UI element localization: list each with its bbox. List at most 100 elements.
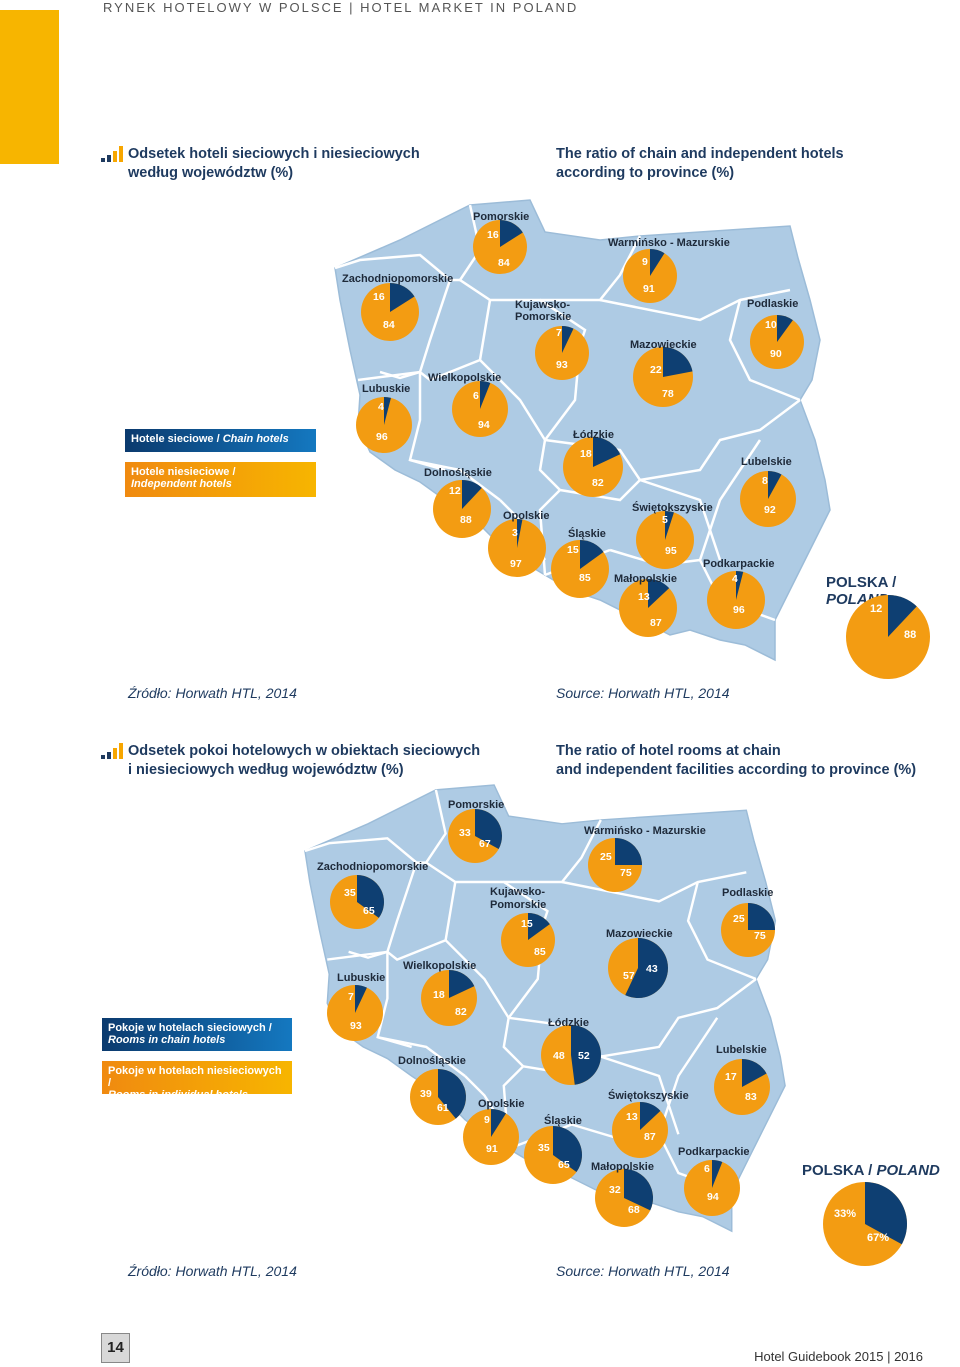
pie-slice-chain bbox=[768, 471, 782, 499]
independent-value-label: 91 bbox=[643, 283, 655, 295]
chain-value-label: 17 bbox=[725, 1071, 737, 1083]
independent-value-label: 61 bbox=[437, 1102, 449, 1114]
pie-slice-chain bbox=[580, 540, 604, 569]
independent-value-label: 96 bbox=[376, 431, 388, 443]
province-name: Świętokszyskie bbox=[608, 1089, 689, 1102]
independent-value-label: 94 bbox=[478, 419, 490, 431]
independent-value-label: 85 bbox=[579, 572, 591, 584]
independent-value-label: 84 bbox=[383, 319, 395, 331]
province-name: Opolskie bbox=[478, 1098, 524, 1110]
pie-rooms-11: Opolskie 9 91 bbox=[463, 1098, 524, 1165]
independent-value-label: 82 bbox=[455, 1006, 467, 1018]
pie-rooms-8: Łódzkie 48 52 bbox=[541, 1017, 602, 1085]
poland-label-2: POLSKA / POLAND bbox=[802, 1162, 940, 1179]
province-name: Pomorskie bbox=[448, 799, 504, 811]
independent-value-label: 75 bbox=[620, 867, 632, 879]
province-name: Mazowieckie bbox=[630, 339, 697, 351]
independent-value-label: 84 bbox=[498, 257, 510, 269]
province-name: Warmińsko - Mazurskie bbox=[608, 237, 730, 249]
pie-slice-chain bbox=[742, 1059, 767, 1087]
pie-rooms-7: Wielkopolskie 18 82 bbox=[403, 960, 477, 1026]
province-border bbox=[444, 939, 510, 1019]
independent-value-label: 93 bbox=[556, 359, 568, 371]
pie-slice-chain bbox=[625, 938, 668, 999]
pie-rooms-12: Śląskie 35 65 bbox=[524, 1114, 582, 1184]
province-name: Zachodniopomorskie bbox=[342, 273, 453, 285]
pie-rooms-1: Warmińsko - Mazurskie 25 75 bbox=[584, 825, 706, 892]
independent-value-label: 65 bbox=[363, 905, 375, 917]
province-name: Kujawsko- bbox=[515, 299, 570, 311]
chain-value-label: 15 bbox=[521, 918, 533, 930]
independent-value-label: 67 bbox=[479, 838, 491, 850]
section1-source-en: Source: Horwath HTL, 2014 bbox=[556, 685, 730, 701]
province-name: Łódzkie bbox=[548, 1017, 589, 1029]
pie-rooms-2: Zachodniopomorskie 35 65 bbox=[317, 861, 428, 929]
pie-slice-chain bbox=[650, 249, 665, 276]
province-border bbox=[540, 235, 642, 302]
pie-slice-chain bbox=[593, 437, 621, 467]
chain-value-label: 7 bbox=[348, 991, 354, 1003]
province-border bbox=[600, 1055, 680, 1135]
province-border bbox=[599, 288, 791, 322]
province-border bbox=[698, 439, 762, 561]
province-name: Podkarpackie bbox=[678, 1146, 750, 1158]
chain-value-label: 4 bbox=[378, 401, 384, 413]
province-name-line2: Pomorskie bbox=[490, 899, 546, 911]
province-border bbox=[657, 1017, 719, 1135]
province-border bbox=[728, 299, 801, 402]
chain-value-label: 18 bbox=[580, 448, 592, 460]
section2-title-en: The ratio of hotel rooms at chain and ind… bbox=[556, 743, 917, 778]
province-name-line2: Pomorskie bbox=[515, 311, 571, 323]
independent-value-label: 95 bbox=[665, 545, 677, 557]
bar-chart-icon bbox=[101, 743, 123, 759]
pie-slice-chain bbox=[449, 970, 475, 998]
pie-hotels-7: Wielkopolskie 6 94 bbox=[428, 372, 508, 437]
chain-value-label: 8 bbox=[762, 475, 768, 487]
province-name: Podlaskie bbox=[722, 887, 773, 899]
section2-title-pl: Odsetek pokoi hotelowych w obiektach sie… bbox=[128, 743, 481, 778]
independent-value-label: 91 bbox=[486, 1143, 498, 1155]
province-name: Lubuskie bbox=[362, 383, 410, 395]
independent-value-label: 88 bbox=[904, 629, 916, 641]
province-name: Śląskie bbox=[544, 1114, 582, 1127]
province-border bbox=[479, 359, 547, 441]
pie-slice-chain bbox=[665, 511, 674, 540]
pie-slice-chain bbox=[475, 809, 502, 850]
pie-rooms-5: Mazowieckie 57 43 bbox=[606, 928, 673, 999]
section1-source-pl: Źródło: Horwath HTL, 2014 bbox=[128, 685, 297, 701]
province-border bbox=[544, 399, 801, 482]
pie-slice-chain bbox=[888, 595, 917, 637]
province-border bbox=[686, 881, 757, 981]
independent-value-label: 88 bbox=[460, 514, 472, 526]
independent-value-label: 96 bbox=[733, 604, 745, 616]
pie-rooms-6: Lubuskie 7 93 bbox=[327, 972, 385, 1041]
legend-rooms-chain: Pokoje w hotelach sieciowych / Rooms in c… bbox=[102, 1018, 292, 1051]
pie-slice-chain bbox=[615, 838, 642, 865]
pie-hotels-6: Lubuskie 4 96 bbox=[356, 383, 412, 453]
independent-value-label: 93 bbox=[350, 1020, 362, 1032]
province-name: Lubelskie bbox=[741, 456, 792, 468]
province-name: Śląskie bbox=[568, 527, 606, 540]
pie-rooms-16: 33% 67% bbox=[823, 1182, 907, 1266]
chain-value-label: 57 bbox=[623, 970, 635, 982]
province-name: Łódzkie bbox=[573, 429, 614, 441]
legend-independent-hotels: Hotele niesieciowe / Independent hotels bbox=[125, 462, 316, 497]
province-border bbox=[408, 372, 446, 472]
pie-rooms-10: Dolnośląskie 39 61 bbox=[398, 1055, 466, 1125]
pie-hotels-2: Zachodniopomorskie 16 84 bbox=[342, 273, 453, 341]
chain-value-label: 9 bbox=[484, 1114, 490, 1126]
yellow-accent-bar bbox=[0, 10, 59, 164]
province-name: Kujawsko- bbox=[490, 886, 545, 898]
pie-hotels-8: Łódzkie 18 82 bbox=[563, 429, 623, 497]
pie-slice-chain bbox=[357, 875, 384, 918]
pie-slice-chain bbox=[640, 1102, 661, 1130]
page-number: 14 bbox=[101, 1333, 130, 1363]
pie-rooms-0: Pomorskie 33 67 bbox=[448, 799, 504, 863]
province-name: Lubelskie bbox=[716, 1044, 767, 1056]
chain-value-label: 22 bbox=[650, 364, 662, 376]
province-border bbox=[377, 1036, 466, 1077]
independent-value-label: 78 bbox=[662, 388, 674, 400]
chain-value-label: 13 bbox=[638, 591, 650, 603]
pie-slice-chain bbox=[384, 397, 391, 425]
pie-hotels-11: Opolskie 3 97 bbox=[488, 510, 549, 577]
